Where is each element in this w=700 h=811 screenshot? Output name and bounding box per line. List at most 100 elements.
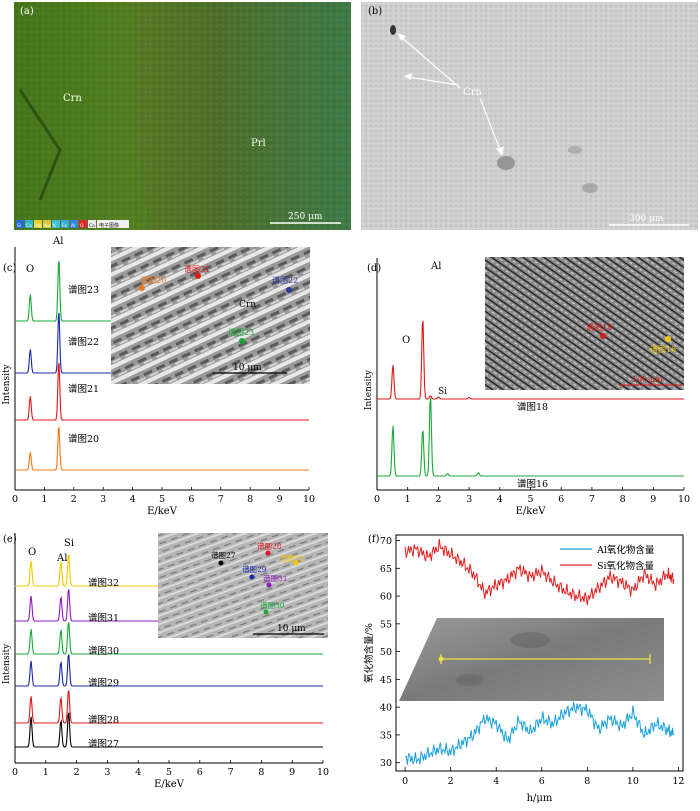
legend-swatch xyxy=(79,220,87,228)
panel-e: (e) 0 1 2 3 4 5 6 7 8 9 10E/keVIntensity谱图27谱图28谱图… xyxy=(2,533,329,790)
x-tick-label: 2 xyxy=(71,494,77,505)
y-tick-label: 30 xyxy=(380,758,392,769)
panel-d-spot-18: 谱图18 xyxy=(586,322,612,332)
spot-marker xyxy=(600,333,606,339)
x-tick-label: 4 xyxy=(497,494,503,505)
spot-marker xyxy=(665,336,671,342)
x-tick-label: 5 xyxy=(159,494,165,505)
panel-a-label-crn: Crn xyxy=(63,93,82,104)
x-tick-label: 7 xyxy=(589,494,595,505)
panel-a-scale-label: 250 μm xyxy=(288,212,323,222)
spot-marker xyxy=(218,560,224,566)
x-tick-label: 8 xyxy=(620,494,626,505)
x-tick-label: 6 xyxy=(197,767,203,778)
x-tick-label: 0 xyxy=(402,776,408,787)
panel-b-scale-label: 300 μm xyxy=(629,214,664,224)
x-tick-label: 5 xyxy=(166,767,172,778)
spot-marker xyxy=(239,338,245,344)
series-line-谱图28 xyxy=(15,690,323,724)
svg-text:K: K xyxy=(53,223,57,229)
panel-d-peak-al: Al xyxy=(430,261,441,272)
series-line-谱图20 xyxy=(15,427,309,471)
panel-b-arrow xyxy=(399,35,461,89)
panel-e-inset-scale-label: 10 μm xyxy=(277,624,306,634)
series-label: 谱图16 xyxy=(517,478,548,490)
series-line-谱图16 xyxy=(377,397,684,477)
x-axis-label: E/keV xyxy=(516,506,547,517)
panel-d-peak-si: Si xyxy=(438,387,447,397)
panel-e-inset: 谱图27 谱图28 谱图29 谱图30 谱图31 谱图32 10 μm xyxy=(158,533,328,638)
panel-c-spot-21: 谱图21 xyxy=(184,264,210,274)
x-tick-label: 10 xyxy=(303,494,315,505)
x-tick-label: 0 xyxy=(12,494,18,505)
x-axis-label: h/μm xyxy=(527,793,553,804)
svg-text:Na: Na xyxy=(44,223,50,229)
panel-c-inset-image xyxy=(111,247,310,384)
svg-text:O: O xyxy=(80,223,84,229)
panel-e-spot-32: 谱图32 xyxy=(280,553,305,563)
x-tick-label: 8 xyxy=(584,776,590,787)
x-tick-label: 10 xyxy=(317,767,329,778)
x-tick-label: 7 xyxy=(228,767,234,778)
panel-f-inset xyxy=(399,618,664,701)
panel-b-arrow xyxy=(407,76,459,86)
series-line-Al氧化物含量 xyxy=(404,701,675,766)
spot-marker xyxy=(293,560,299,566)
panel-b-dark-grain xyxy=(390,25,396,35)
panel-d-inset-image xyxy=(485,257,684,390)
panel-f-inset-shadow xyxy=(456,674,484,686)
x-tick-label: 12 xyxy=(672,776,684,787)
legend-swatch xyxy=(88,220,96,228)
panel-a-texture xyxy=(14,2,351,230)
legend: Al氧化物含量 Si氧化物含量 xyxy=(560,544,655,572)
y-tick-label: 35 xyxy=(380,730,392,741)
panel-b-arrow xyxy=(479,97,501,151)
panel-e-spot-31: 谱图31 xyxy=(263,573,288,583)
panel-b-label-crn: Crn xyxy=(463,87,482,98)
panel-e-spot-29: 谱图29 xyxy=(242,564,267,574)
legend-swatch xyxy=(52,220,60,228)
panel-c-spot-23: 谱图23 xyxy=(228,327,254,337)
series-label: 谱图29 xyxy=(88,677,119,689)
panel-f-letter: (f) xyxy=(368,534,380,545)
panel-b-letter: (b) xyxy=(368,6,382,17)
panel-c-spot-22: 谱图22 xyxy=(272,275,298,285)
series-label: 谱图21 xyxy=(68,383,99,395)
x-tick-label: 2 xyxy=(435,494,441,505)
y-axis-label: Intensity xyxy=(2,363,12,404)
panel-a: (a) Crn Prl Si Ca Mg Na K Fe Al O Ca 电子图… xyxy=(14,2,351,230)
panel-b-grain xyxy=(497,156,515,170)
x-tick-label: 1 xyxy=(41,494,47,505)
spot-marker xyxy=(139,285,145,291)
series-label: 谱图22 xyxy=(68,336,99,348)
panel-f-line-scan-point xyxy=(438,656,444,662)
x-tick-label: 1 xyxy=(405,494,411,505)
spot-marker xyxy=(263,609,269,615)
series-label: 谱图20 xyxy=(68,433,99,445)
panel-e-spot-27: 谱图27 xyxy=(211,550,236,560)
x-tick-label: 1 xyxy=(43,767,49,778)
series-label: 谱图18 xyxy=(517,401,548,413)
panel-a-element-legend: Si Ca Mg Na K Fe Al O Ca 电子图像 xyxy=(16,220,129,229)
panel-c-letter: (c) xyxy=(3,263,17,274)
panel-d-spot-16: 谱图16 xyxy=(650,344,676,354)
svg-text:Ca: Ca xyxy=(26,223,32,229)
legend-swatch xyxy=(25,220,33,228)
panel-a-crn-region xyxy=(14,2,150,230)
svg-text:Mg: Mg xyxy=(35,223,42,229)
series-line-谱图21 xyxy=(15,362,309,421)
panel-d-inset-scale-label: 100 μm xyxy=(632,375,663,384)
x-tick-label: 10 xyxy=(627,776,639,787)
svg-text:Fe: Fe xyxy=(62,223,67,229)
x-axis-label: E/keV xyxy=(147,506,178,517)
x-tick-label: 6 xyxy=(558,494,564,505)
series-label: 谱图23 xyxy=(68,284,99,296)
panel-d-inset: 谱图18 谱图16 100 μm xyxy=(485,257,684,390)
y-tick-label: 50 xyxy=(380,647,392,658)
y-tick-label: 65 xyxy=(380,564,392,575)
panel-c-inset: 谱图20 谱图21 谱图22 谱图23 Crn 10 μm xyxy=(111,247,310,384)
legend-swatch xyxy=(70,220,78,228)
legend-label: Si氧化物含量 xyxy=(597,560,655,572)
x-tick-label: 4 xyxy=(135,767,141,778)
panel-e-peak-al: Al xyxy=(56,553,67,564)
